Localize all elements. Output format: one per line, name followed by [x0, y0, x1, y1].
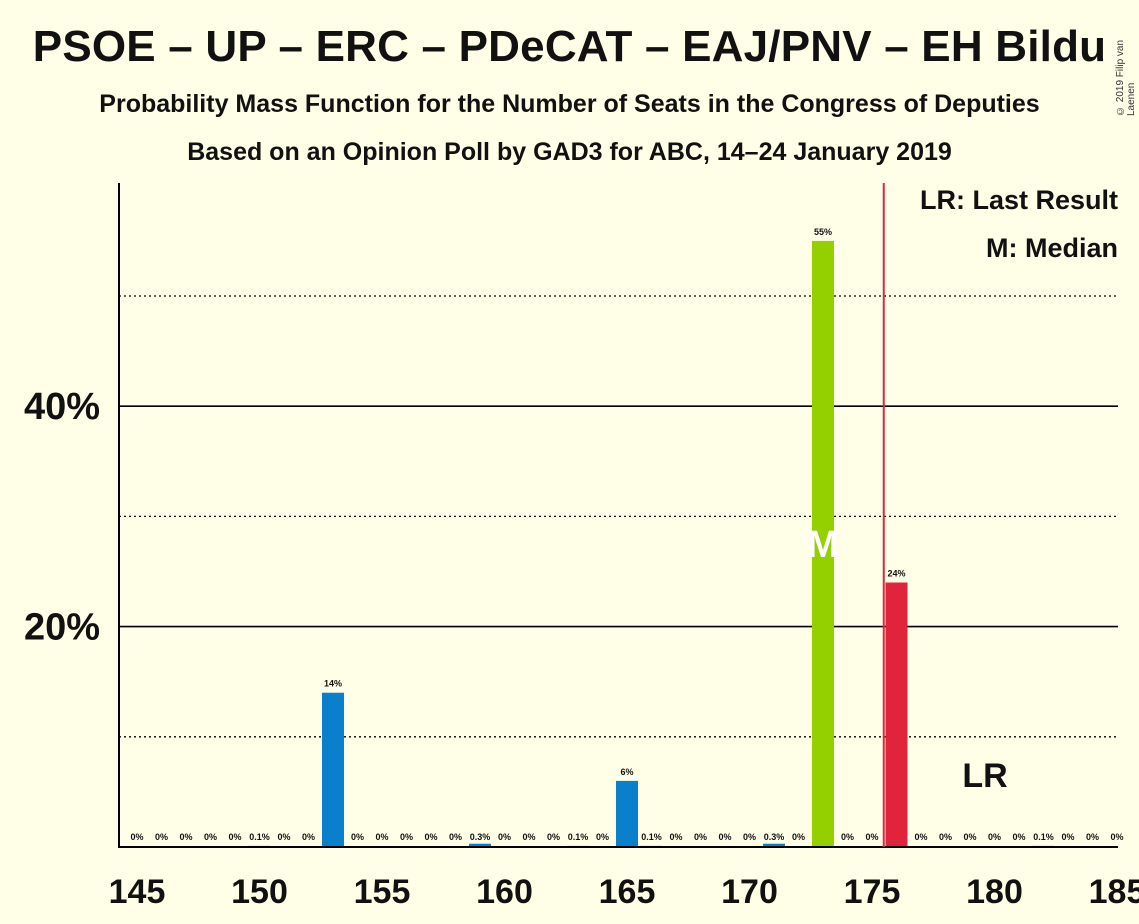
bar-label-172: 0% [792, 832, 805, 842]
bar-label-170: 0% [743, 832, 756, 842]
bar-label-173: 55% [814, 227, 832, 237]
x-tick-labels: 145 150 155 160 165 170 175 180 185 [109, 873, 1139, 911]
median-marker: M [807, 524, 839, 566]
bar-label-154: 0% [351, 832, 364, 842]
bar-labels: 0% 0% 0% 0% 0% 0.1% 0% 0% 14% 0% 0% 0% 0% 0% 0.3% 0% 0% 0… [130, 227, 1123, 842]
chart-title: PSOE – UP – ERC – PDeCAT – EAJ/PNV – EH … [32, 22, 1107, 71]
bar-label-180: 0% [988, 832, 1001, 842]
y-tick-40pct: 40% [24, 386, 100, 428]
bar-153 [322, 692, 344, 847]
legend-last-result: LR: Last Result [920, 185, 1118, 215]
chart-subtitle: Probability Mass Function for the Number… [99, 90, 1040, 118]
bar-label-150: 0.1% [249, 832, 270, 842]
bar-label-147: 0% [179, 832, 192, 842]
bar-label-163: 0.1% [568, 832, 589, 842]
bar-label-165: 6% [620, 767, 633, 777]
bar-label-153: 14% [324, 679, 342, 689]
bar-label-149: 0% [228, 832, 241, 842]
bar-159 [469, 843, 491, 847]
bar-label-171: 0.3% [764, 832, 785, 842]
bar-label-155: 0% [375, 832, 388, 842]
bar-label-176: 24% [887, 569, 905, 579]
bar-176 [885, 582, 908, 847]
bar-label-166: 0.1% [641, 832, 662, 842]
bar-label-158: 0% [449, 832, 462, 842]
bar-label-179: 0% [963, 832, 976, 842]
bar-label-151: 0% [277, 832, 290, 842]
x-tick-150: 150 [231, 873, 288, 911]
bar-label-182: 0.1% [1033, 832, 1054, 842]
bar-165 [616, 780, 638, 847]
bar-label-152: 0% [302, 832, 315, 842]
last-result-marker: LR [962, 757, 1007, 795]
gridlines [119, 295, 1118, 738]
chart-subtitle-2: Based on an Opinion Poll by GAD3 for ABC… [187, 138, 952, 166]
bar-label-174: 0% [841, 832, 854, 842]
x-tick-160: 160 [476, 873, 533, 911]
bar-label-159: 0.3% [470, 832, 491, 842]
bar-173 [812, 240, 834, 847]
x-tick-185: 185 [1089, 873, 1139, 911]
x-tick-145: 145 [109, 873, 166, 911]
bar-label-156: 0% [400, 832, 413, 842]
bar-label-146: 0% [155, 832, 168, 842]
bar-label-184: 0% [1086, 832, 1099, 842]
bar-label-178: 0% [939, 832, 952, 842]
y-tick-labels: 20% 40% [24, 386, 100, 648]
y-tick-20pct: 20% [24, 607, 100, 649]
overlays: LR M [807, 183, 1008, 847]
bar-label-181: 0% [1012, 832, 1025, 842]
bar-label-177: 0% [914, 832, 927, 842]
bar-label-185: 0% [1110, 832, 1123, 842]
x-tick-155: 155 [354, 873, 411, 911]
bar-label-162: 0% [547, 832, 560, 842]
x-tick-175: 175 [844, 873, 901, 911]
x-tick-180: 180 [966, 873, 1023, 911]
legend-median: M: Median [986, 233, 1118, 263]
axes [118, 183, 1118, 848]
bar-label-160: 0% [498, 832, 511, 842]
x-tick-165: 165 [599, 873, 656, 911]
x-tick-170: 170 [721, 873, 778, 911]
bar-label-164: 0% [596, 832, 609, 842]
bar-label-161: 0% [522, 832, 535, 842]
bar-label-183: 0% [1061, 832, 1074, 842]
bar-label-157: 0% [424, 832, 437, 842]
bar-label-148: 0% [204, 832, 217, 842]
bar-label-145: 0% [130, 832, 143, 842]
bar-label-168: 0% [694, 832, 707, 842]
bar-171 [763, 843, 785, 847]
bar-label-169: 0% [718, 832, 731, 842]
bar-label-175: 0% [865, 832, 878, 842]
bars [248, 240, 1055, 848]
bar-label-167: 0% [669, 832, 682, 842]
